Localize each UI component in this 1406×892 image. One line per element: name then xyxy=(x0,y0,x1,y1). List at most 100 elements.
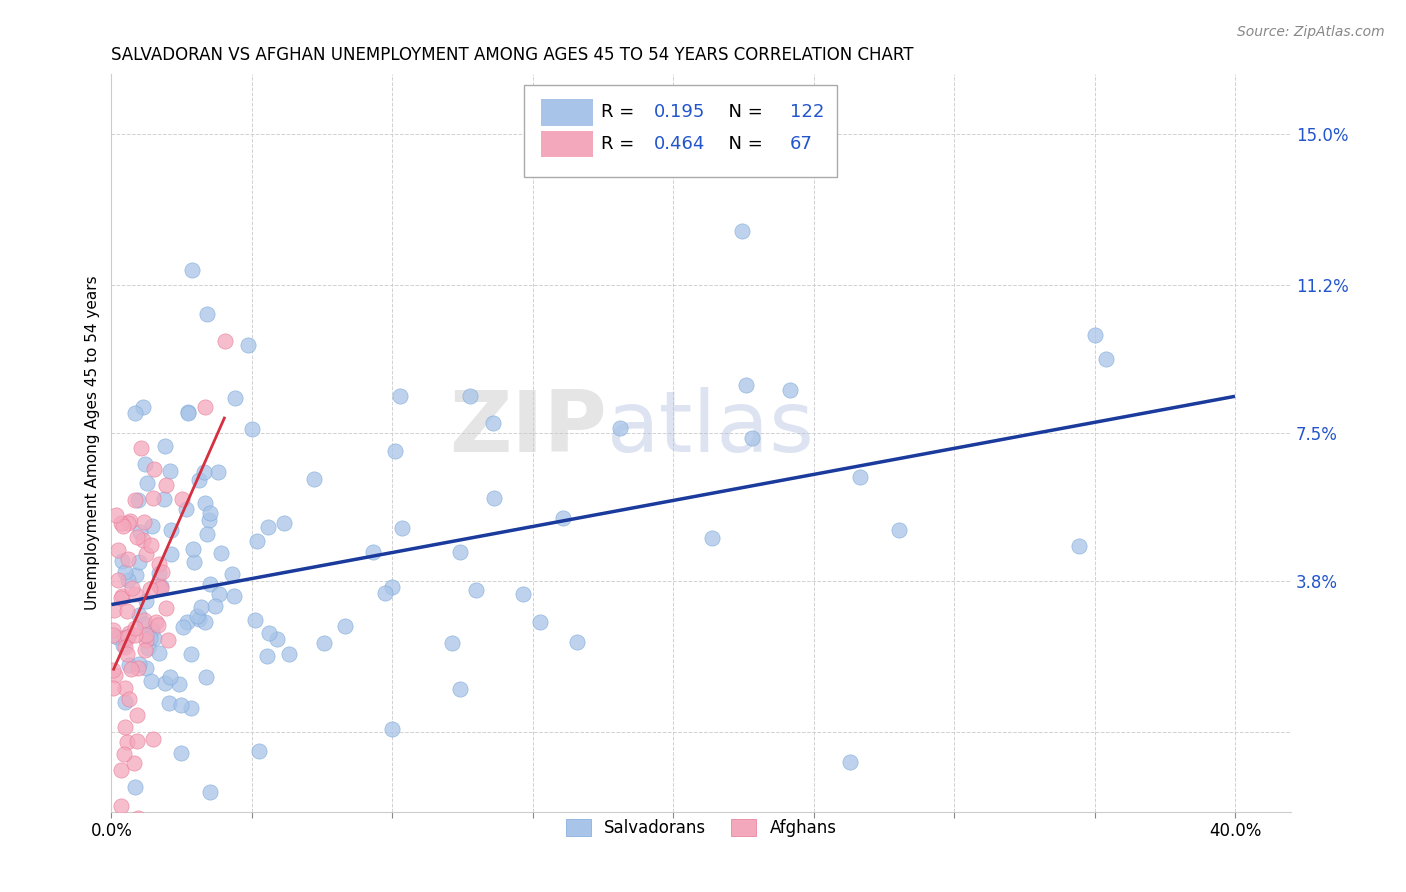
FancyBboxPatch shape xyxy=(524,85,837,178)
Salvadorans xyxy=(153,439,176,453)
Salvadorans xyxy=(218,818,240,832)
Salvadorans xyxy=(700,531,723,545)
Salvadorans xyxy=(118,657,141,672)
Afghans xyxy=(148,558,170,572)
Afghans xyxy=(121,581,143,595)
Afghans xyxy=(115,735,138,749)
Salvadorans xyxy=(160,547,183,561)
Salvadorans xyxy=(482,491,505,505)
Afghans xyxy=(139,538,162,552)
Text: 122: 122 xyxy=(790,103,824,121)
Salvadorans xyxy=(127,492,149,507)
Afghans xyxy=(148,579,170,593)
Salvadorans xyxy=(141,519,163,533)
Afghans xyxy=(124,628,146,642)
Afghans xyxy=(107,543,129,558)
Afghans xyxy=(135,628,157,642)
Afghans xyxy=(117,516,139,531)
Salvadorans xyxy=(304,472,326,486)
Text: ZIP: ZIP xyxy=(449,387,607,470)
Salvadorans xyxy=(135,476,157,491)
Salvadorans xyxy=(440,636,463,650)
Afghans xyxy=(118,692,141,706)
Salvadorans xyxy=(565,635,588,649)
Salvadorans xyxy=(117,629,139,643)
Afghans xyxy=(117,630,139,644)
Afghans xyxy=(146,617,169,632)
Salvadorans xyxy=(190,599,212,614)
Afghans xyxy=(107,573,129,587)
Salvadorans xyxy=(176,615,198,629)
Salvadorans xyxy=(194,496,217,510)
Salvadorans xyxy=(512,586,534,600)
Afghans xyxy=(103,623,125,637)
Salvadorans xyxy=(246,533,269,548)
Salvadorans xyxy=(391,521,413,535)
Salvadorans xyxy=(222,589,245,603)
Salvadorans xyxy=(170,746,193,760)
Salvadorans xyxy=(111,638,134,652)
Salvadorans xyxy=(195,307,218,321)
Salvadorans xyxy=(449,682,471,697)
Salvadorans xyxy=(735,378,758,392)
Salvadorans xyxy=(195,527,218,541)
Salvadorans xyxy=(132,401,155,415)
Salvadorans xyxy=(117,573,139,587)
Text: atlas: atlas xyxy=(607,387,815,470)
Afghans xyxy=(115,647,138,661)
Salvadorans xyxy=(114,565,136,579)
Salvadorans xyxy=(150,579,173,593)
Salvadorans xyxy=(170,698,193,712)
Afghans xyxy=(125,530,148,544)
Afghans xyxy=(170,492,193,507)
Salvadorans xyxy=(1095,352,1118,367)
Afghans xyxy=(114,720,136,734)
Text: N =: N = xyxy=(717,103,768,121)
Salvadorans xyxy=(198,785,221,799)
Afghans xyxy=(103,603,125,617)
Afghans xyxy=(122,756,145,771)
Salvadorans xyxy=(381,723,404,737)
Salvadorans xyxy=(134,457,156,471)
Salvadorans xyxy=(240,422,263,436)
Salvadorans xyxy=(193,465,215,479)
Afghans xyxy=(103,663,125,677)
Afghans xyxy=(114,640,136,654)
Salvadorans xyxy=(779,384,801,398)
Salvadorans xyxy=(194,670,217,684)
Salvadorans xyxy=(167,677,190,691)
Afghans xyxy=(103,628,125,642)
Salvadorans xyxy=(209,546,232,560)
Salvadorans xyxy=(181,263,204,277)
Afghans xyxy=(124,587,146,601)
Salvadorans xyxy=(197,513,219,527)
Salvadorans xyxy=(887,523,910,537)
Afghans xyxy=(125,734,148,748)
Afghans xyxy=(110,799,132,814)
Afghans xyxy=(132,613,155,627)
Afghans xyxy=(139,582,162,597)
Salvadorans xyxy=(177,406,200,420)
Salvadorans xyxy=(389,389,412,403)
Salvadorans xyxy=(482,416,505,430)
Salvadorans xyxy=(139,631,162,645)
Salvadorans xyxy=(363,545,385,559)
Salvadorans xyxy=(839,755,862,769)
Salvadorans xyxy=(188,612,211,626)
Afghans xyxy=(114,681,136,695)
Salvadorans xyxy=(107,863,129,878)
Afghans xyxy=(112,747,135,762)
Afghans xyxy=(117,552,139,566)
Salvadorans xyxy=(183,555,205,569)
Afghans xyxy=(120,514,142,528)
Salvadorans xyxy=(333,619,356,633)
Salvadorans xyxy=(112,830,135,845)
Salvadorans xyxy=(609,421,631,435)
Text: 67: 67 xyxy=(790,136,813,153)
Salvadorans xyxy=(238,338,260,352)
Afghans xyxy=(129,442,152,456)
Text: SALVADORAN VS AFGHAN UNEMPLOYMENT AMONG AGES 45 TO 54 YEARS CORRELATION CHART: SALVADORAN VS AFGHAN UNEMPLOYMENT AMONG … xyxy=(111,46,914,64)
Afghans xyxy=(110,763,132,777)
Salvadorans xyxy=(153,675,176,690)
Text: N =: N = xyxy=(717,136,768,153)
